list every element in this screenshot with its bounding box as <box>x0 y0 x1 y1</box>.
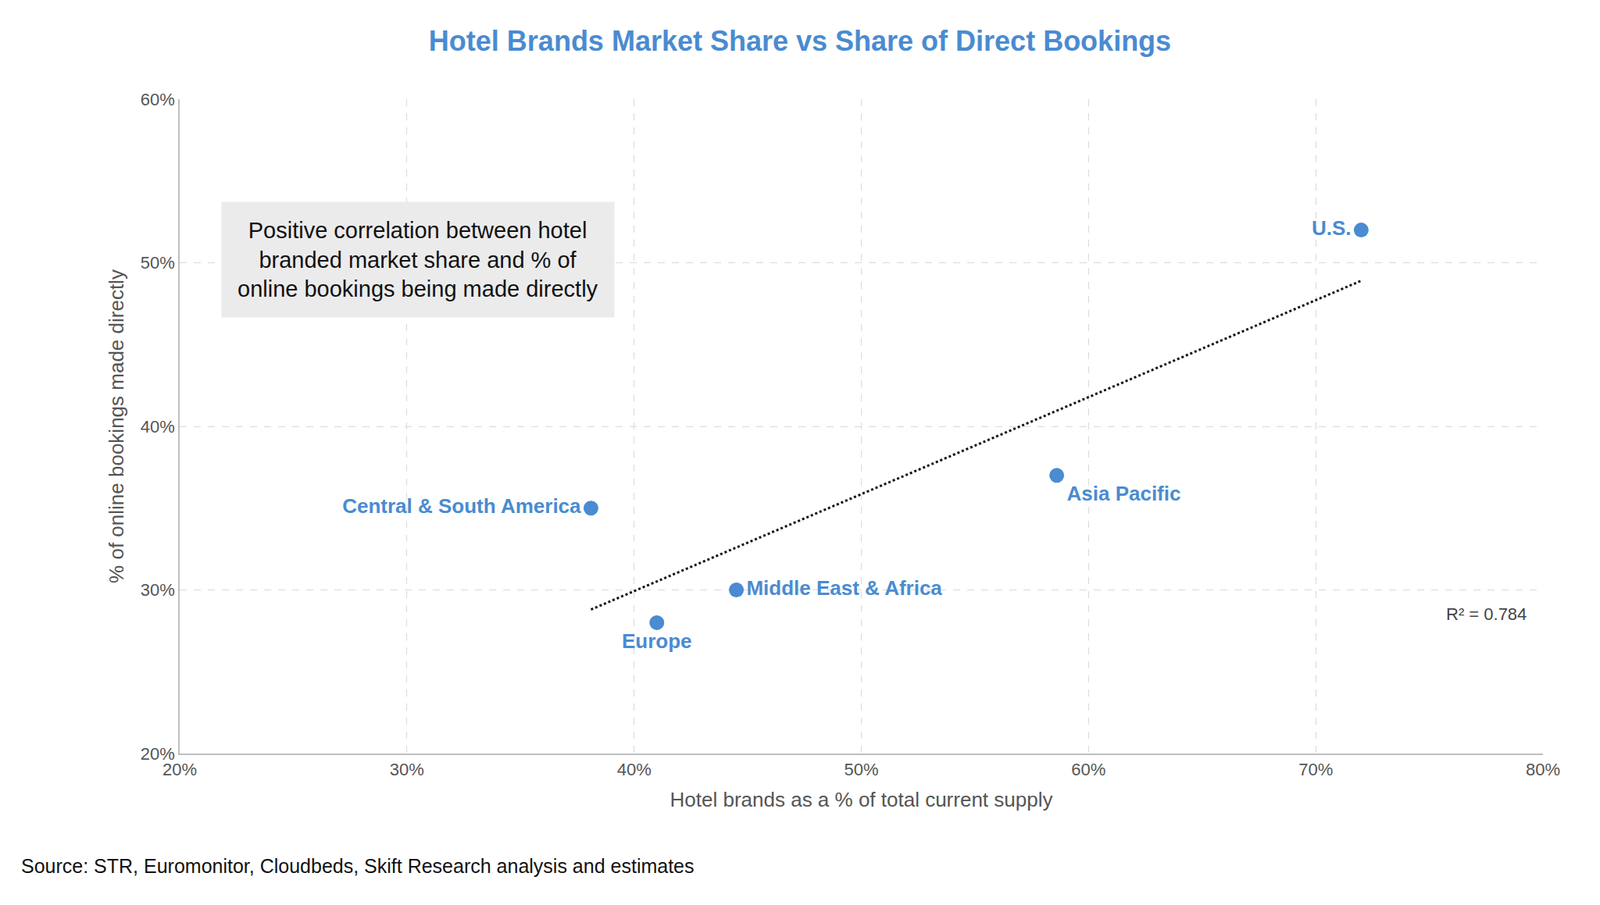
svg-text:40%: 40% <box>140 417 175 437</box>
svg-text:Middle East & Africa: Middle East & Africa <box>746 576 943 600</box>
svg-text:Hotel Brands Market Share vs S: Hotel Brands Market Share vs Share of Di… <box>428 25 1172 58</box>
svg-text:U.S.: U.S. <box>1311 216 1352 240</box>
svg-text:20%: 20% <box>140 744 175 765</box>
svg-text:80%: 80% <box>1525 760 1561 780</box>
svg-text:Source: STR, Euromonitor, Clou: Source: STR, Euromonitor, Cloudbeds, Ski… <box>21 855 695 878</box>
svg-text:30%: 30% <box>389 760 425 780</box>
svg-text:60%: 60% <box>1071 760 1106 780</box>
svg-text:Positive correlation between h: Positive correlation between hotelbrande… <box>237 217 599 302</box>
svg-text:70%: 70% <box>1298 760 1333 780</box>
svg-text:20%: 20% <box>162 760 197 780</box>
svg-text:Central & South America: Central & South America <box>342 494 582 518</box>
svg-text:Asia Pacific: Asia Pacific <box>1066 482 1181 506</box>
svg-text:Europe: Europe <box>621 629 693 654</box>
svg-text:Hotel brands as a % of total c: Hotel brands as a % of total current sup… <box>670 788 1054 812</box>
svg-text:60%: 60% <box>140 89 175 110</box>
svg-text:30%: 30% <box>140 580 175 600</box>
svg-text:% of online bookings made dire: % of online bookings made directly <box>104 269 129 584</box>
svg-text:40%: 40% <box>617 760 652 780</box>
svg-text:R² = 0.784: R² = 0.784 <box>1446 604 1527 625</box>
svg-text:50%: 50% <box>843 760 879 780</box>
svg-text:50%: 50% <box>140 253 175 273</box>
